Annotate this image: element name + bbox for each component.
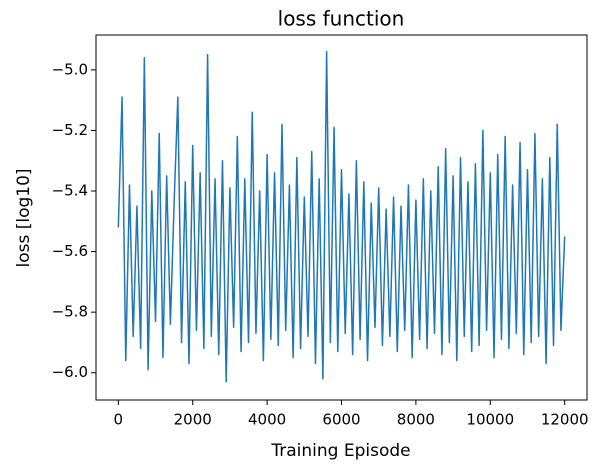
- y-tick-label: −6.0: [52, 363, 88, 381]
- x-tick-label: 10000: [466, 411, 514, 429]
- y-axis-label: loss [log10]: [14, 168, 34, 267]
- x-tick-label: 4000: [248, 411, 286, 429]
- x-tick-label: 12000: [541, 411, 589, 429]
- y-tick-label: −5.2: [52, 121, 88, 139]
- y-tick-label: −5.4: [52, 181, 88, 199]
- x-tick-label: 0: [114, 411, 124, 429]
- x-tick-label: 2000: [174, 411, 212, 429]
- x-tick-label: 6000: [322, 411, 360, 429]
- x-axis-label: Training Episode: [270, 441, 410, 461]
- y-tick-label: −5.0: [52, 60, 88, 78]
- chart-title: loss function: [278, 7, 405, 31]
- x-tick-label: 8000: [397, 411, 435, 429]
- y-tick-label: −5.6: [52, 242, 88, 260]
- y-tick-label: −5.8: [52, 303, 88, 321]
- data-line: [117, 50, 566, 383]
